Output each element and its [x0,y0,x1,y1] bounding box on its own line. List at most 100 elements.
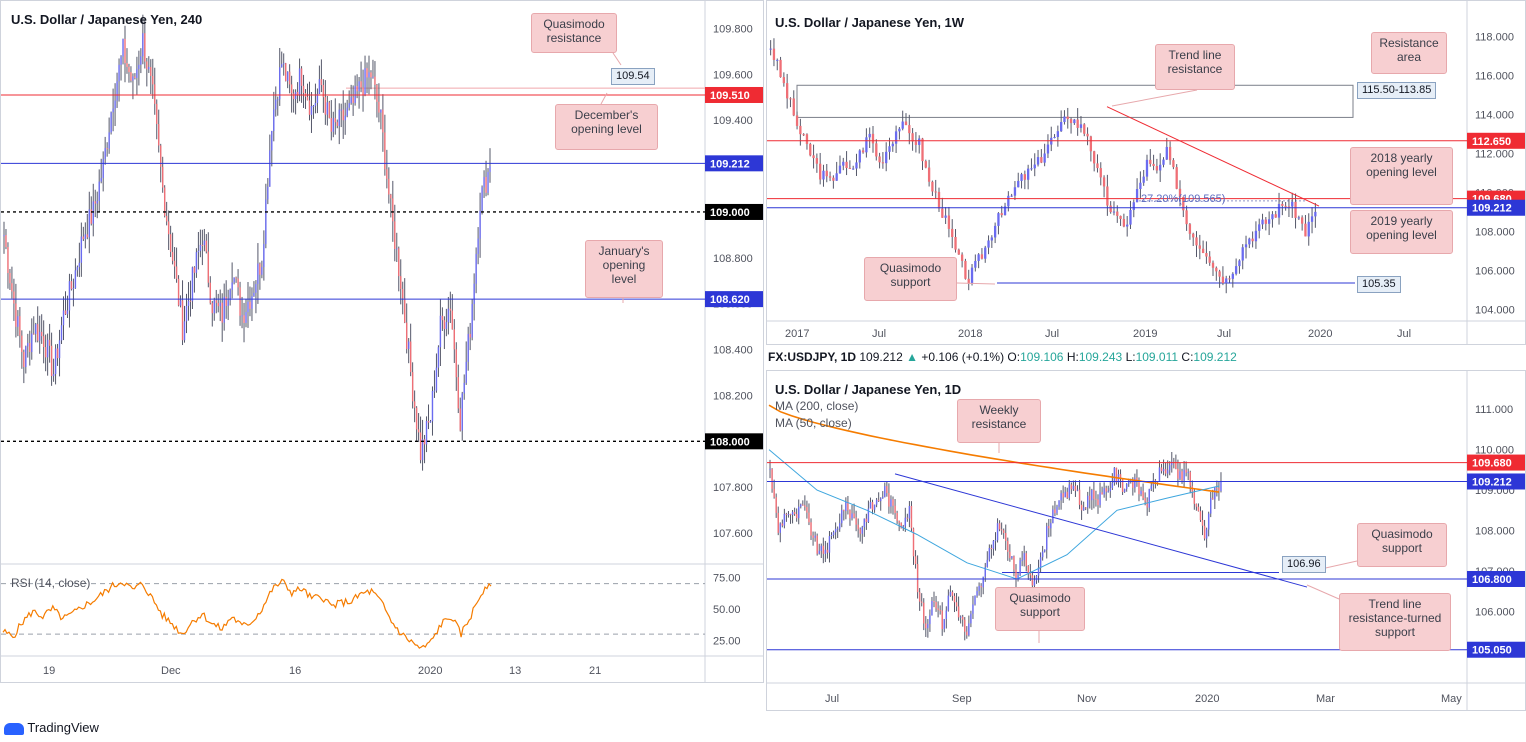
h4-candle [33,333,35,335]
weekly-candle [1069,119,1073,124]
daily-candle [791,511,794,515]
weekly-candle [1033,164,1036,169]
h4-x-tick-label: 2020 [418,665,442,677]
h4-candle [451,310,454,330]
weekly-candle [1254,230,1258,242]
h4-candle [19,316,21,336]
daily-candle [1002,530,1005,533]
daily-candle [941,610,943,630]
h4-candle [11,283,13,292]
weekly-candle [1185,210,1188,225]
h4-candle [402,289,404,299]
weekly-candle [786,83,789,99]
weekly-candle [1244,244,1248,248]
daily-candle [1199,511,1202,521]
h4-candle [237,278,239,288]
h4-candle [217,302,219,307]
h4-candle [407,341,410,349]
daily-candle [1132,479,1134,488]
weekly-x-tick-label: Jul [872,328,886,340]
daily-candle [943,618,945,630]
weekly-candle [1234,266,1238,274]
daily-candle [1084,507,1087,509]
h4-candle [171,251,174,261]
h4-candle [453,329,455,350]
weekly-candle [1152,163,1155,167]
h4-candle [215,300,217,303]
h4-candle [104,148,106,159]
h4-candle [197,250,200,253]
h4-candle [396,248,398,250]
h4-candle [386,169,388,179]
daily-candle [830,534,833,537]
h4-candle [255,284,257,293]
weekly-candle [901,121,904,129]
daily-x-tick-label: 2020 [1195,693,1219,705]
h4-candle [13,291,15,304]
daily-price-tag-bg [1467,641,1525,658]
weekly-candle [1060,122,1063,132]
weekly-candle [1165,146,1168,160]
h4-candle [50,345,53,377]
h4-candle [362,87,364,96]
daily-candle [824,549,827,554]
daily-candle [785,513,788,515]
h4-candle [306,96,309,101]
h4-candle [219,302,221,307]
daily-x-tick-label: Sep [952,693,972,705]
h4-candle [344,115,346,121]
h4-candle [449,308,452,311]
daily-candle [1005,532,1007,541]
h4-chart[interactable]: 109.800109.600109.400109.200109.000108.8… [1,1,764,683]
h4-price-tag-bg [705,433,763,450]
daily-candle [1220,481,1222,492]
h4-quasimodo-box-label: 109.54 [611,68,655,85]
weekly-chart[interactable]: 118.000116.000114.000112.000110.000108.0… [767,1,1526,345]
tradingview-logo[interactable]: TradingView [4,720,99,735]
weekly-candle [1307,221,1310,237]
h4-candle [102,158,104,178]
daily-candle [1076,489,1079,491]
daily-candle [1189,471,1191,486]
h4-candle [463,382,465,394]
weekly-candle [855,162,858,169]
h4-candle [390,194,392,199]
daily-candle [1041,551,1044,558]
h4-candle [398,248,400,277]
h4-candle [146,61,148,70]
daily-chart[interactable]: 111.000110.000109.000108.000107.000106.0… [767,371,1526,711]
daily-candle [1015,569,1017,579]
h4-candle [118,64,120,82]
h4-candle [459,408,461,431]
daily-candle [1062,493,1064,498]
h4-candle [80,236,83,263]
h4-price-tag: 108.620 [710,294,750,306]
daily-candle [1099,492,1101,506]
daily-candle [914,556,917,565]
weekly-candle [960,254,964,261]
daily-candle [1095,498,1097,500]
h4-y-tick-label: 108.200 [713,390,753,402]
h4-candle [156,103,158,125]
h4-candle [271,130,273,151]
h4-x-tick-label: 16 [289,665,301,677]
h4-candle [314,102,317,106]
h4-candle [298,68,301,96]
h4-candle [100,177,102,182]
weekly-candle [1142,176,1145,183]
daily-candle [873,504,876,510]
h4-candle [269,150,271,187]
h4-price-tag-bg [705,291,763,308]
h4-y-tick-label: 107.800 [713,482,753,494]
weekly-candle [894,131,898,144]
weekly-candle [1109,205,1112,213]
daily-candle [1144,498,1146,502]
weekly-candle [1178,188,1182,197]
h4-candle [263,244,265,268]
h4-candle [439,315,442,348]
weekly-candle [1076,119,1079,128]
daily-candle [959,616,962,618]
h4-candle [281,64,283,68]
h4-candle [181,300,184,341]
h4-candle [106,148,108,150]
